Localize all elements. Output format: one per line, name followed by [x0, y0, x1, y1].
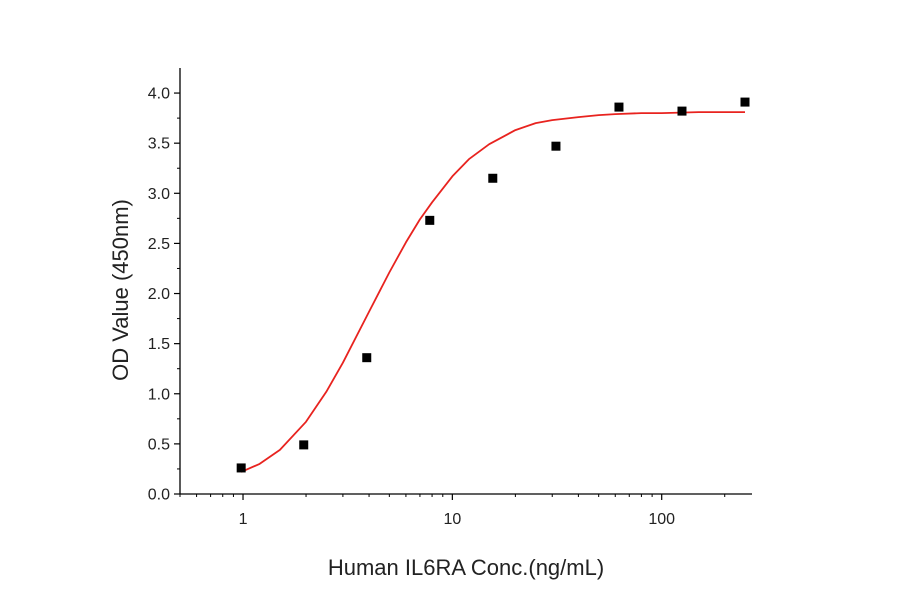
- x-tick-label: 10: [443, 511, 461, 528]
- data-point: [236, 463, 246, 473]
- x-tick-label: 1: [239, 511, 248, 528]
- data-point: [551, 141, 561, 151]
- plot-area: [236, 97, 750, 473]
- axes: 0.0 0.5 1.0 1.5 2.0 2.5 3.0 3.5 4.0 1 10 100: [148, 68, 752, 528]
- data-point: [740, 97, 750, 107]
- y-tick-label: 1.5: [148, 336, 170, 353]
- y-tick-label: 0.0: [148, 487, 170, 504]
- data-point: [614, 102, 624, 112]
- y-tick-label: 2.0: [148, 286, 170, 303]
- data-point: [488, 173, 498, 183]
- data-point: [677, 106, 687, 116]
- y-tick-label: 1.0: [148, 386, 170, 403]
- data-point: [425, 215, 435, 225]
- data-point: [299, 440, 309, 450]
- y-tick-label: 2.5: [148, 236, 170, 253]
- y-tick-label: 3.0: [148, 186, 170, 203]
- y-tick-label: 3.5: [148, 136, 170, 153]
- y-axis-label: OD Value (450nm): [108, 199, 133, 381]
- x-tick-label: 100: [648, 511, 675, 528]
- y-tick-label: 0.5: [148, 436, 170, 453]
- fit-curve: [240, 111, 745, 473]
- data-point: [362, 353, 372, 363]
- y-tick-label: 4.0: [148, 86, 170, 103]
- x-axis-label: Human IL6RA Conc.(ng/mL): [328, 555, 604, 580]
